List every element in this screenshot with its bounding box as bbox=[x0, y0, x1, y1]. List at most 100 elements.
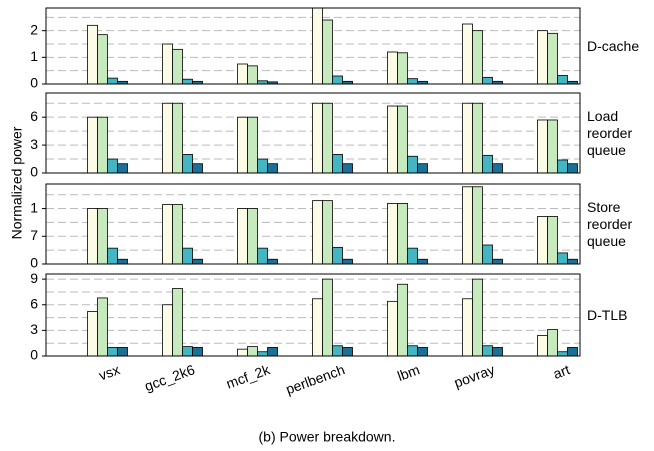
panel-frame bbox=[45, 183, 581, 265]
bar bbox=[87, 311, 98, 357]
panel-label: Store reorder queue bbox=[587, 198, 633, 249]
bar bbox=[342, 258, 353, 265]
bar bbox=[557, 351, 568, 357]
y-tick-label: 6 bbox=[30, 295, 38, 311]
x-tick-label: povray bbox=[452, 361, 497, 390]
bar bbox=[87, 116, 98, 174]
bar bbox=[182, 247, 193, 265]
bar bbox=[117, 163, 128, 174]
bar bbox=[332, 75, 343, 85]
y-tick-label: 0 bbox=[30, 255, 38, 271]
x-tick-label: gcc_2k6 bbox=[142, 361, 197, 394]
bar bbox=[182, 78, 193, 85]
bar bbox=[312, 102, 323, 174]
bar bbox=[342, 163, 353, 174]
bar bbox=[172, 102, 183, 174]
bar bbox=[257, 351, 268, 357]
bar bbox=[537, 30, 548, 85]
y-tick-label: 1 bbox=[30, 199, 38, 215]
bar bbox=[192, 347, 203, 357]
bar bbox=[472, 102, 483, 174]
y-axis-label: Normalized power bbox=[9, 126, 25, 239]
bar bbox=[462, 298, 473, 357]
y-tick-label: 1 bbox=[30, 48, 38, 64]
bar bbox=[172, 288, 183, 357]
bar bbox=[97, 297, 108, 357]
bar bbox=[237, 116, 248, 174]
bar bbox=[567, 347, 578, 357]
bar bbox=[237, 63, 248, 85]
bar bbox=[472, 30, 483, 85]
bar bbox=[247, 116, 258, 174]
bar bbox=[182, 346, 193, 357]
bar bbox=[537, 216, 548, 265]
bar bbox=[387, 105, 398, 174]
bar bbox=[107, 158, 118, 174]
bar bbox=[107, 347, 118, 357]
bar bbox=[567, 163, 578, 174]
y-tick-label: 6 bbox=[30, 108, 38, 124]
bar bbox=[397, 283, 408, 357]
bar bbox=[322, 102, 333, 174]
bar bbox=[397, 52, 408, 85]
bar bbox=[387, 300, 398, 357]
bar bbox=[162, 204, 173, 265]
bar bbox=[97, 208, 108, 265]
bar bbox=[462, 23, 473, 85]
bar bbox=[257, 158, 268, 174]
bar bbox=[312, 200, 323, 265]
bar bbox=[247, 346, 258, 357]
bar bbox=[547, 329, 558, 357]
y-tick-label: 9 bbox=[30, 270, 38, 286]
panel-label: D-TLB bbox=[587, 306, 628, 323]
bar bbox=[237, 208, 248, 265]
y-tick-label: 3 bbox=[30, 321, 38, 337]
bar bbox=[107, 247, 118, 265]
bar bbox=[482, 244, 493, 265]
bar bbox=[492, 163, 503, 174]
panel-label: Load reorder queue bbox=[587, 107, 633, 158]
y-tick-label: 3 bbox=[30, 136, 38, 152]
bar bbox=[557, 252, 568, 265]
bar bbox=[97, 116, 108, 174]
bar bbox=[482, 154, 493, 174]
y-tick-label: 0 bbox=[30, 75, 38, 91]
bar bbox=[417, 258, 428, 265]
bar bbox=[387, 51, 398, 85]
y-tick-label: 0 bbox=[30, 164, 38, 180]
bar bbox=[267, 258, 278, 265]
bar bbox=[172, 204, 183, 265]
bar bbox=[332, 153, 343, 174]
x-tick-label: vsx bbox=[97, 361, 122, 383]
bar bbox=[387, 203, 398, 265]
bar bbox=[97, 34, 108, 85]
bar bbox=[267, 163, 278, 174]
bar bbox=[472, 278, 483, 357]
bar bbox=[417, 347, 428, 357]
bar bbox=[492, 258, 503, 265]
bar bbox=[312, 298, 323, 357]
panel-frame bbox=[45, 92, 581, 174]
bar bbox=[322, 200, 333, 265]
bar bbox=[342, 347, 353, 357]
bar bbox=[492, 347, 503, 357]
bar bbox=[162, 43, 173, 85]
bar bbox=[462, 102, 473, 174]
bar bbox=[417, 163, 428, 174]
x-tick-label: perlbench bbox=[284, 361, 347, 397]
bar bbox=[257, 247, 268, 265]
panel-label: D-cache bbox=[587, 37, 640, 54]
bar bbox=[397, 105, 408, 174]
panel-frame bbox=[45, 7, 581, 85]
bar bbox=[107, 77, 118, 85]
y-tick-label: 2 bbox=[30, 21, 38, 37]
bar bbox=[537, 335, 548, 357]
bar bbox=[192, 163, 203, 174]
bar bbox=[557, 75, 568, 85]
bar bbox=[322, 278, 333, 357]
bar bbox=[117, 347, 128, 357]
bar bbox=[247, 65, 258, 85]
bar bbox=[547, 216, 558, 265]
